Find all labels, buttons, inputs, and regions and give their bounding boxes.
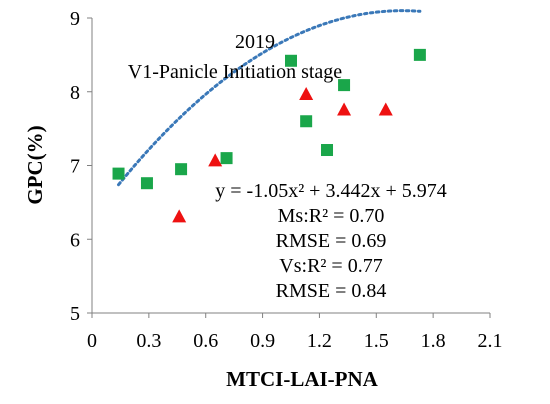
validation-point (172, 209, 187, 223)
modeling-point (413, 48, 426, 61)
x-tick-label: 0.9 (250, 330, 275, 352)
validation-point (299, 86, 314, 100)
x-tick-label: 2.1 (478, 330, 503, 352)
validation-point (378, 102, 393, 116)
y-tick-label: 8 (70, 82, 80, 104)
points-layer (112, 48, 426, 223)
trendline-layer (117, 9, 422, 187)
y-axis-title: GPC(%) (23, 125, 47, 204)
x-tick-label: 0.6 (193, 330, 218, 352)
modeling-point (140, 177, 153, 190)
validation-r2-label: Vs:R² = 0.77 (279, 255, 382, 277)
modeling-rmse-label: RMSE = 0.69 (276, 230, 387, 252)
x-tick-label: 1.8 (421, 330, 446, 352)
x-tick-label: 0.3 (136, 330, 161, 352)
y-tick-label: 9 (70, 8, 80, 30)
trendline (117, 9, 422, 187)
validation-point (337, 102, 352, 116)
validation-rmse-label: RMSE = 0.84 (276, 280, 387, 302)
modeling-point (338, 79, 351, 92)
x-tick-label: 1.5 (364, 330, 389, 352)
modeling-point (175, 163, 188, 176)
ticks: 0 0.3 0.6 0.9 1.2 1.5 1.8 2.1 5 6 7 8 9 (70, 8, 503, 352)
x-tick-label: 1.2 (307, 330, 332, 352)
trendline-equation: y = -1.05x² + 3.442x + 5.974 (215, 180, 447, 202)
chart-title: 2019 (235, 31, 275, 53)
x-axis-title: MTCI-LAI-PNA (226, 367, 378, 391)
y-tick-label: 7 (70, 156, 80, 178)
modeling-r2-label: Ms:R² = 0.70 (278, 205, 385, 227)
x-tick-label: 0 (87, 330, 97, 352)
validation-point (208, 153, 223, 167)
y-tick-label: 6 (70, 229, 80, 251)
modeling-point (285, 54, 297, 67)
modeling-point (112, 167, 125, 180)
modeling-point (300, 115, 313, 128)
chart-subtitle: V1-Panicle Initiation stage (128, 61, 343, 83)
text-layer: 2019 V1-Panicle Initiation stage MTCI-LA… (23, 31, 447, 391)
modeling-point (220, 152, 233, 165)
y-tick-label: 5 (70, 303, 80, 325)
modeling-point (321, 144, 334, 157)
